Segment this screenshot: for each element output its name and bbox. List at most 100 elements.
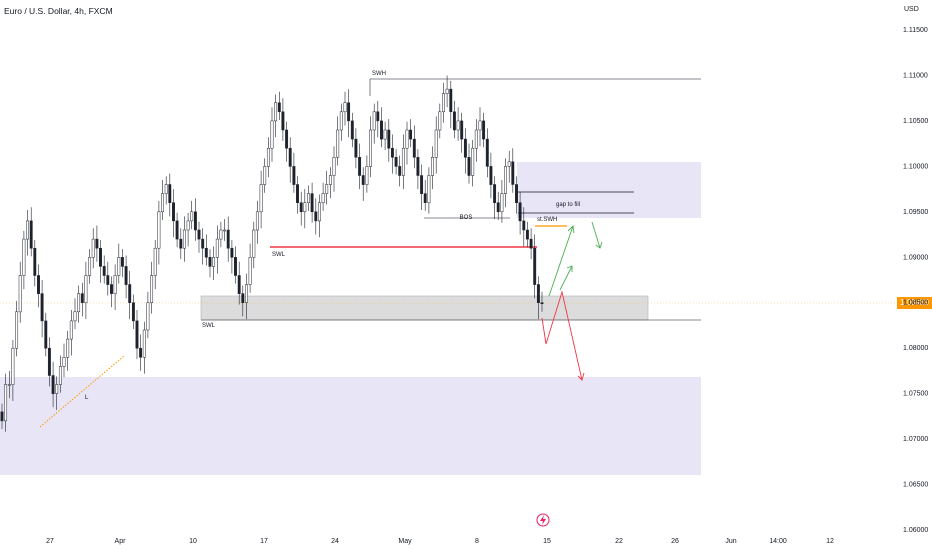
candle-up <box>307 193 310 203</box>
candle-down <box>522 220 526 231</box>
price-axis-unit: USD <box>904 6 919 13</box>
swl-lower-label: SWL <box>202 323 216 329</box>
candle-up <box>336 129 340 158</box>
candle-down <box>296 184 299 203</box>
candle-up <box>259 184 263 213</box>
price-tick-label: 1.11000 <box>903 73 928 80</box>
candle-up <box>161 193 164 213</box>
candle-up <box>445 88 449 94</box>
time-tick-label: 24 <box>331 538 339 545</box>
candle-up <box>11 347 15 385</box>
candle-up <box>270 120 274 149</box>
candle-up <box>427 175 431 204</box>
gap-to-fill-label: gap to fill <box>556 202 580 208</box>
candle-up <box>215 238 219 258</box>
time-tick-label: 22 <box>615 538 623 545</box>
candle-down <box>124 266 128 285</box>
candle-up <box>401 147 405 176</box>
candle-down <box>540 302 544 304</box>
candle-down <box>493 184 497 203</box>
candle-down <box>179 238 183 249</box>
candle-up <box>66 338 70 358</box>
candle-down <box>529 238 533 249</box>
candle-down <box>95 238 99 249</box>
price-tick-label: 1.08500 <box>903 300 928 307</box>
candle-down <box>452 111 456 131</box>
green-projection-up <box>548 225 575 297</box>
candles <box>0 75 544 432</box>
candle-up <box>223 229 227 232</box>
candle-up <box>69 320 73 340</box>
candle-up <box>321 193 325 203</box>
candle-up <box>219 229 223 240</box>
candle-down <box>131 302 135 322</box>
candle-down <box>99 247 102 267</box>
candle-up <box>84 275 88 304</box>
candle-down <box>33 247 37 276</box>
lower-demand-zone <box>0 377 701 475</box>
candle-down <box>489 166 493 185</box>
candle-down <box>380 120 383 140</box>
candle-up <box>22 238 26 276</box>
candle-up <box>339 111 343 131</box>
candle-down <box>350 120 354 140</box>
candle-up <box>500 193 504 213</box>
candle-down <box>525 229 529 240</box>
candle-down <box>135 320 139 349</box>
green-projection-down <box>591 221 603 249</box>
candle-down <box>106 275 110 285</box>
time-tick-label: 10 <box>189 538 197 545</box>
candle-down <box>347 102 351 122</box>
candle-up <box>438 111 442 131</box>
time-tick-label: May <box>398 538 412 545</box>
candle-down <box>139 347 143 358</box>
candle-up <box>62 357 66 367</box>
candle-down <box>241 293 245 303</box>
candle-up <box>117 257 121 276</box>
candle-down <box>511 161 515 185</box>
price-axis: 1.11500 1.11000 1.10500 1.10000 1.09500 1.090… <box>903 27 928 534</box>
candle-down <box>47 347 51 376</box>
candle-down <box>376 111 380 122</box>
candle-up <box>113 275 117 294</box>
candle-up <box>431 157 434 176</box>
candle-up <box>88 257 92 276</box>
candle-up <box>343 102 347 113</box>
candle-down <box>80 293 84 303</box>
candle-up <box>274 102 278 122</box>
price-tick-label: 1.06000 <box>903 527 928 534</box>
candle-up <box>212 257 216 267</box>
candle-down <box>515 184 518 203</box>
candle-down <box>292 166 296 185</box>
price-tick-label: 1.07000 <box>903 436 928 443</box>
candle-down <box>449 88 453 113</box>
price-tick-label: 1.07500 <box>903 391 928 398</box>
candle-down <box>314 211 318 222</box>
time-tick-label: 14:00 <box>769 538 787 545</box>
candle-up <box>507 161 511 167</box>
candle-up <box>442 93 445 113</box>
bos-label: BOS <box>460 215 473 221</box>
candle-down <box>387 129 391 149</box>
time-tick-label: 15 <box>543 538 551 545</box>
candle-up <box>7 384 11 386</box>
candle-down <box>463 138 467 158</box>
candle-down <box>398 166 402 176</box>
candle-down <box>358 157 362 176</box>
candle-up <box>18 275 22 313</box>
candle-down <box>467 157 471 176</box>
candle-up <box>255 211 259 231</box>
candle-down <box>237 275 241 294</box>
last-price-badge: 1.08489 <box>897 297 932 309</box>
candle-up <box>504 166 507 194</box>
candle-down <box>482 120 486 140</box>
candle-up <box>153 247 157 276</box>
time-tick-label: 8 <box>475 538 479 545</box>
price-tick-label: 1.10500 <box>903 118 928 125</box>
candle-down <box>193 211 197 231</box>
lightning-icon[interactable] <box>536 513 550 527</box>
candle-up <box>91 238 95 258</box>
candle-down <box>518 202 522 222</box>
candle-down <box>168 184 172 203</box>
